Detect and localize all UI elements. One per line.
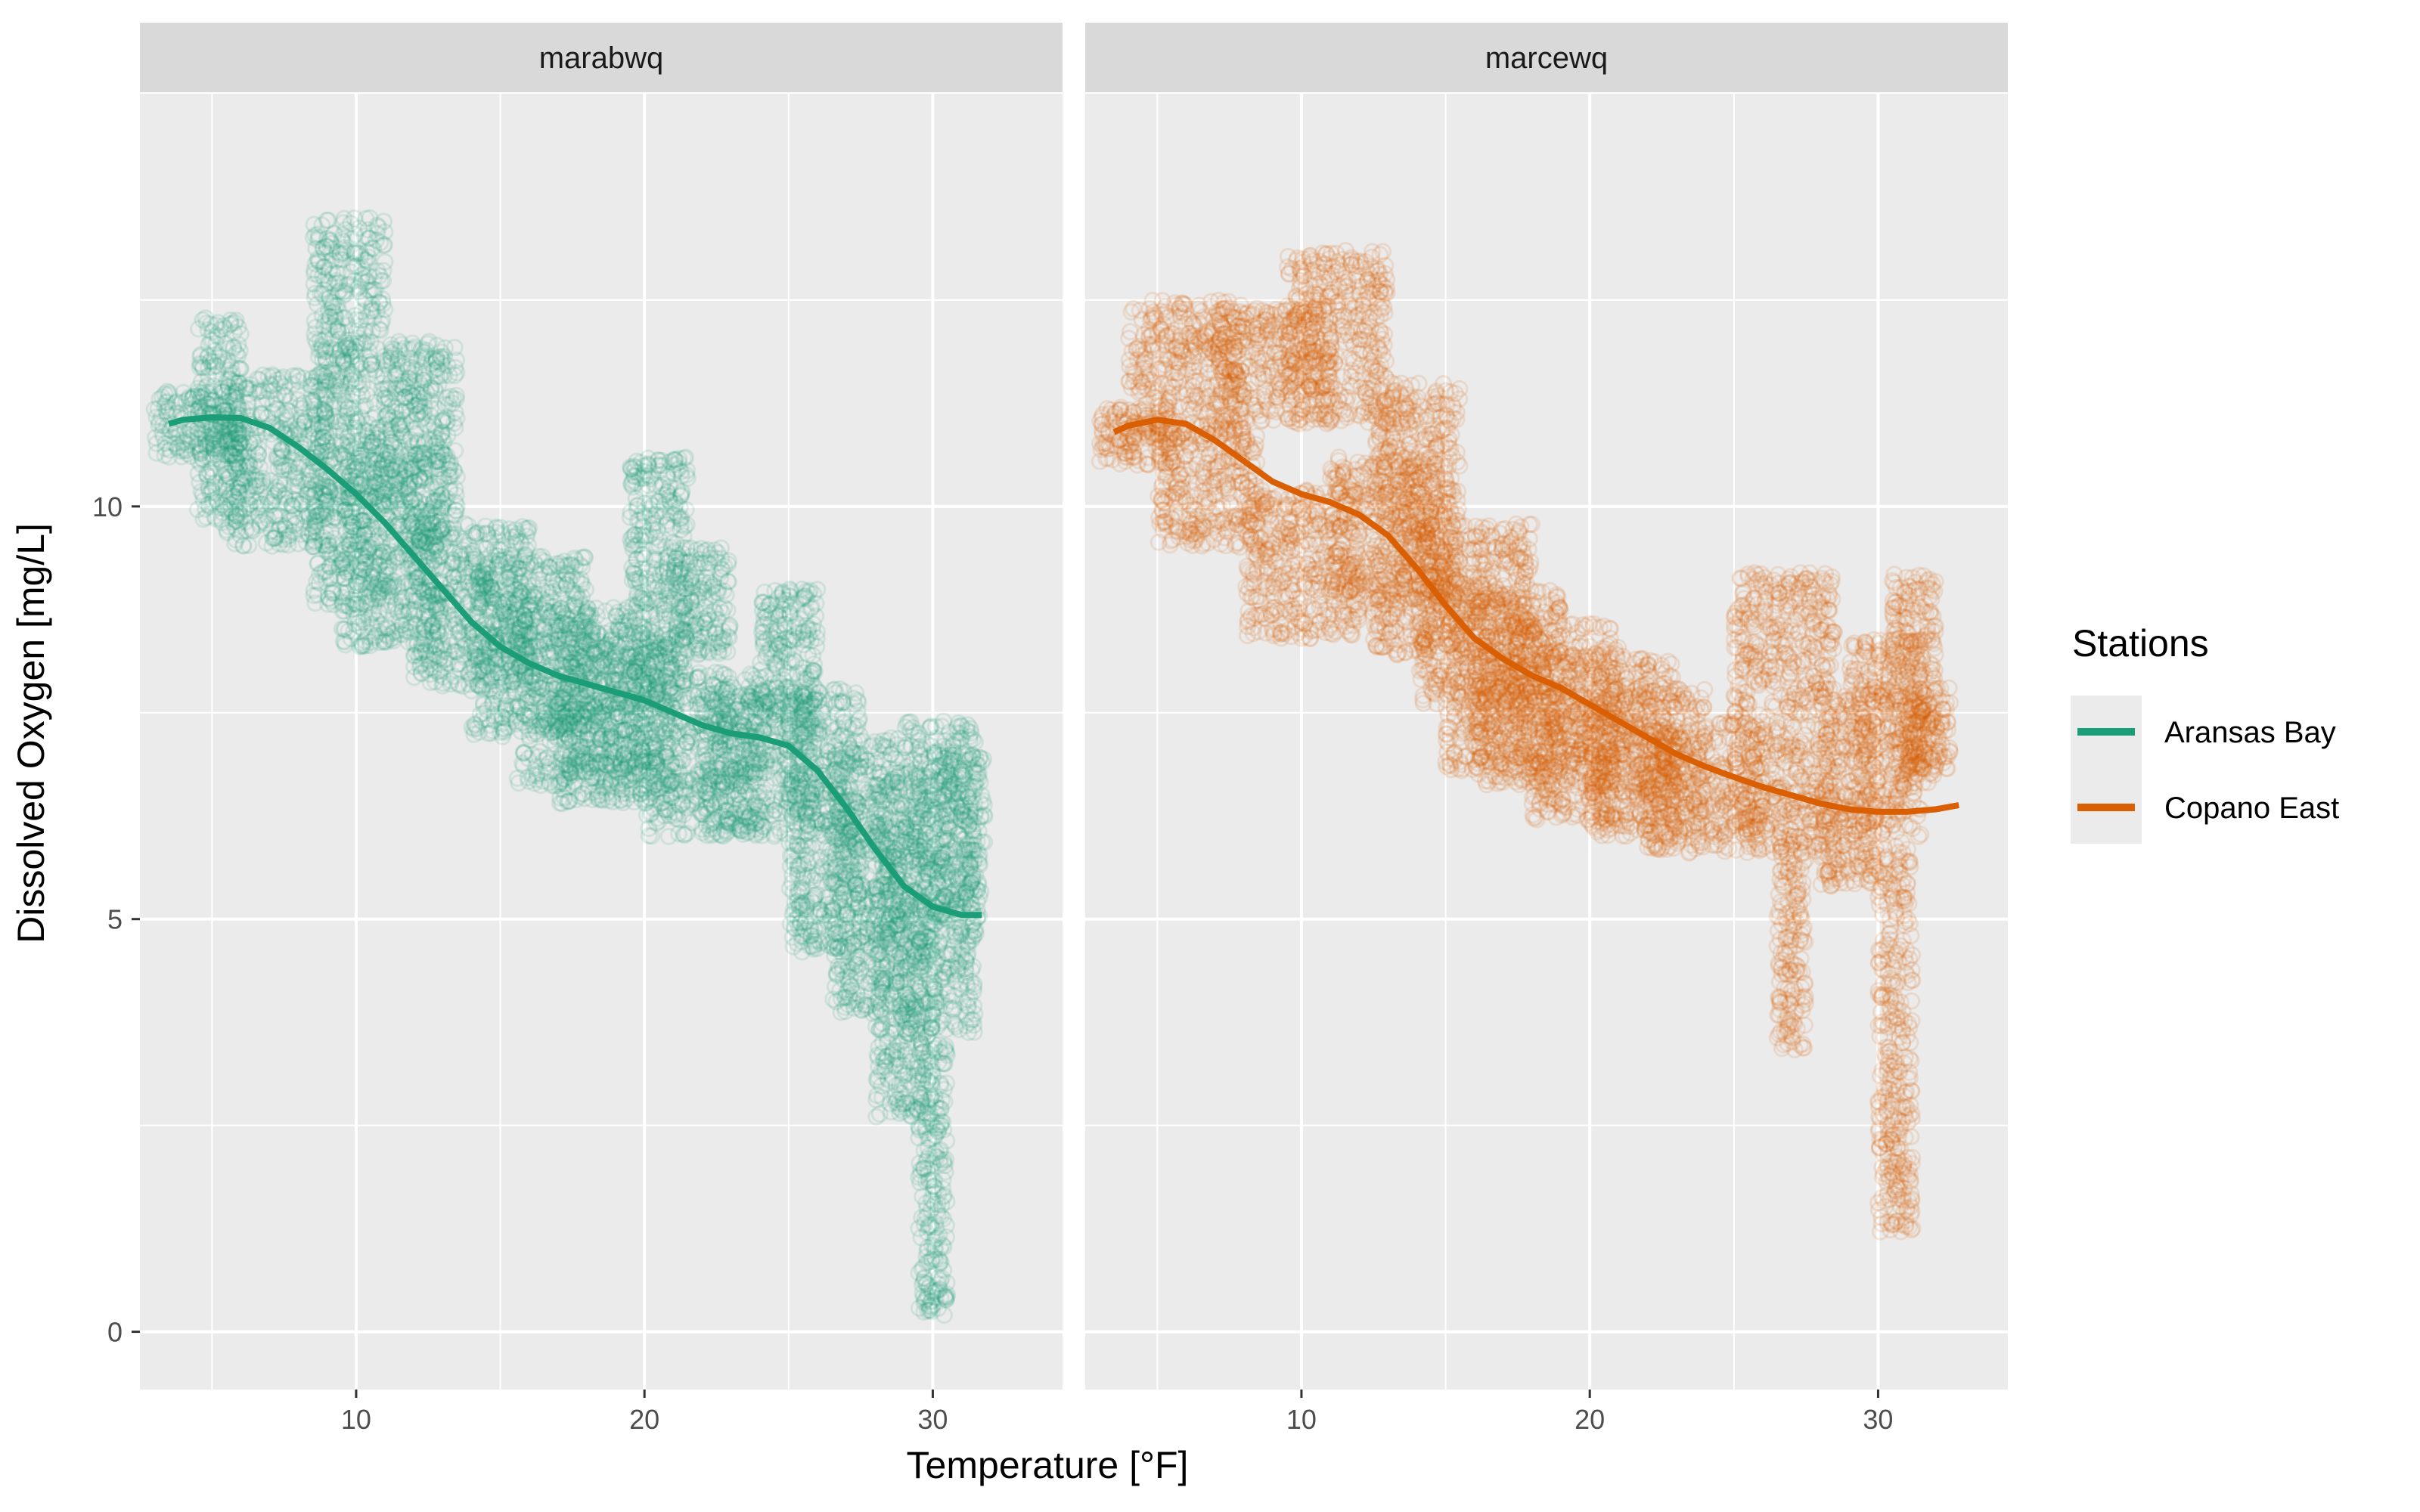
facet-strip-label: marabwq (539, 42, 664, 75)
